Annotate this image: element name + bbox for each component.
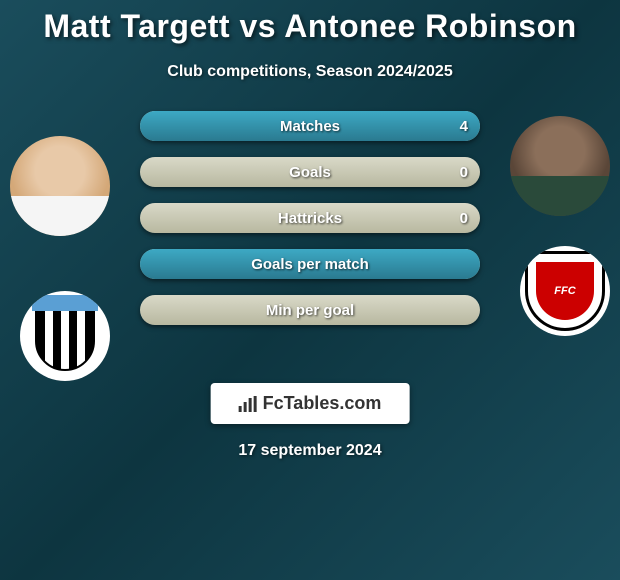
footer: FcTables.com 17 september 2024 — [211, 383, 410, 460]
newcastle-badge-icon — [25, 296, 105, 376]
stat-row-hattricks: Hattricks 0 — [140, 203, 480, 233]
date-text: 17 september 2024 — [211, 442, 410, 460]
comparison-content: FFC Matches 4 Goals 0 Hattricks 0 Goals … — [0, 111, 620, 351]
stat-row-goals-per-match: Goals per match — [140, 249, 480, 279]
player-left-photo — [10, 136, 110, 236]
stat-row-min-per-goal: Min per goal — [140, 295, 480, 325]
bars-chart-icon — [239, 396, 257, 412]
fulham-badge-icon: FFC — [525, 251, 605, 331]
subtitle: Club competitions, Season 2024/2025 — [0, 63, 620, 81]
stats-container: Matches 4 Goals 0 Hattricks 0 Goals per … — [140, 111, 480, 341]
page-title: Matt Targett vs Antonee Robinson — [0, 0, 620, 45]
stat-value-right: 0 — [460, 210, 468, 227]
club-badge-right: FFC — [520, 246, 610, 336]
face-placeholder-icon — [10, 136, 110, 236]
stat-value-right: 0 — [460, 164, 468, 181]
stat-label: Min per goal — [266, 302, 354, 319]
face-placeholder-icon — [510, 116, 610, 216]
player-right-photo — [510, 116, 610, 216]
stat-label: Goals — [289, 164, 331, 181]
club-badge-left — [20, 291, 110, 381]
stat-label: Matches — [280, 118, 340, 135]
stat-value-right: 4 — [460, 118, 468, 135]
fctables-logo: FcTables.com — [211, 383, 410, 424]
stat-row-goals: Goals 0 — [140, 157, 480, 187]
stat-row-matches: Matches 4 — [140, 111, 480, 141]
logo-text: FcTables.com — [263, 393, 382, 414]
stat-label: Hattricks — [278, 210, 342, 227]
stat-label: Goals per match — [251, 256, 369, 273]
